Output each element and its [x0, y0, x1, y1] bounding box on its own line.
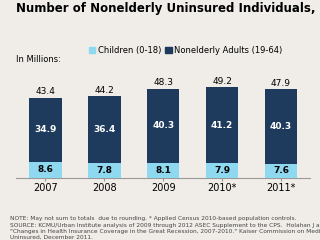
Bar	[29, 162, 62, 178]
Bar	[88, 163, 121, 178]
Text: In Millions:: In Millions:	[16, 55, 61, 64]
Text: 48.3: 48.3	[153, 78, 173, 87]
Text: Number of Nonelderly Uninsured Individuals, 2007-2011: Number of Nonelderly Uninsured Individua…	[16, 2, 320, 15]
Text: 7.8: 7.8	[96, 166, 112, 175]
Text: 49.2: 49.2	[212, 77, 232, 86]
Bar	[206, 87, 238, 163]
Text: NOTE: May not sum to totals  due to rounding. * Applied Census 2010-based popula: NOTE: May not sum to totals due to round…	[10, 216, 320, 240]
Text: 8.6: 8.6	[37, 165, 53, 174]
Text: 47.9: 47.9	[271, 79, 291, 88]
Bar	[147, 163, 180, 178]
Text: 7.6: 7.6	[273, 166, 289, 175]
Text: 7.9: 7.9	[214, 166, 230, 175]
Text: 40.3: 40.3	[270, 122, 292, 131]
Text: 44.2: 44.2	[94, 86, 114, 95]
Bar	[29, 97, 62, 162]
Text: 34.9: 34.9	[34, 125, 57, 134]
Bar	[265, 164, 297, 178]
Text: 8.1: 8.1	[155, 166, 171, 175]
Text: 41.2: 41.2	[211, 121, 233, 130]
Text: 43.4: 43.4	[36, 87, 55, 96]
Text: 40.3: 40.3	[152, 121, 174, 130]
Bar	[88, 96, 121, 163]
Legend: Children (0-18), Nonelderly Adults (19-64): Children (0-18), Nonelderly Adults (19-6…	[85, 42, 286, 58]
Text: 36.4: 36.4	[93, 125, 116, 134]
Bar	[265, 90, 297, 164]
Bar	[206, 163, 238, 178]
Bar	[147, 89, 180, 163]
